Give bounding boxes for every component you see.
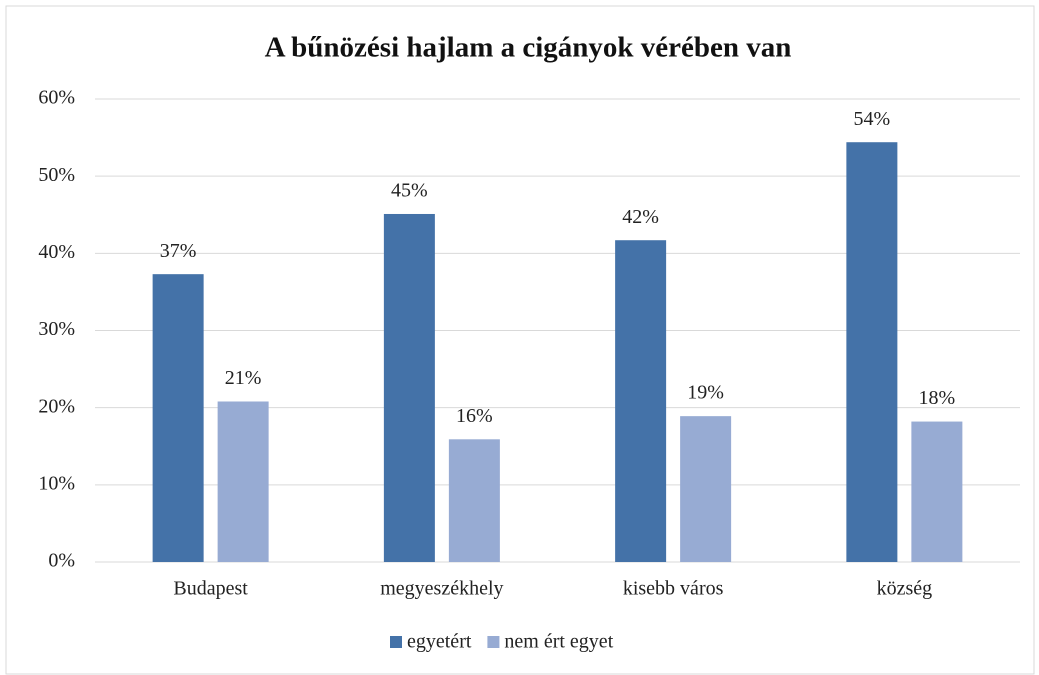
- data-label: 18%: [919, 387, 956, 409]
- data-label: 21%: [225, 367, 262, 389]
- data-label: 42%: [622, 206, 659, 228]
- y-tick-label: 20%: [38, 395, 75, 417]
- legend-label: egyetért: [407, 631, 472, 653]
- data-label: 54%: [854, 108, 891, 130]
- legend-swatch: [487, 636, 500, 648]
- chart-title: A bűnözési hajlam a cigányok vérében van: [265, 32, 792, 64]
- data-label: 19%: [687, 382, 724, 404]
- bar: [383, 213, 435, 562]
- legend-swatch: [390, 636, 402, 648]
- y-tick-label: 10%: [38, 472, 75, 494]
- bar: [152, 274, 204, 562]
- x-tick-label: megyeszékhely: [380, 578, 503, 600]
- bar: [846, 142, 898, 563]
- bar: [911, 421, 963, 562]
- y-tick-label: 30%: [38, 318, 75, 340]
- x-tick-label: Budapest: [173, 578, 248, 600]
- y-tick-label: 0%: [48, 550, 75, 572]
- data-label: 37%: [160, 240, 197, 262]
- data-label: 16%: [456, 405, 493, 427]
- bar: [448, 439, 500, 562]
- x-tick-label: kisebb város: [623, 578, 724, 600]
- data-label: 45%: [391, 180, 428, 202]
- legend-label: nem ért egyet: [504, 631, 613, 653]
- y-tick-label: 50%: [38, 164, 75, 186]
- y-tick-label: 40%: [38, 241, 75, 263]
- x-tick-label: község: [877, 578, 933, 600]
- bar: [217, 401, 269, 562]
- bar: [680, 416, 732, 562]
- bar: [615, 240, 667, 562]
- y-tick-label: 60%: [38, 87, 75, 109]
